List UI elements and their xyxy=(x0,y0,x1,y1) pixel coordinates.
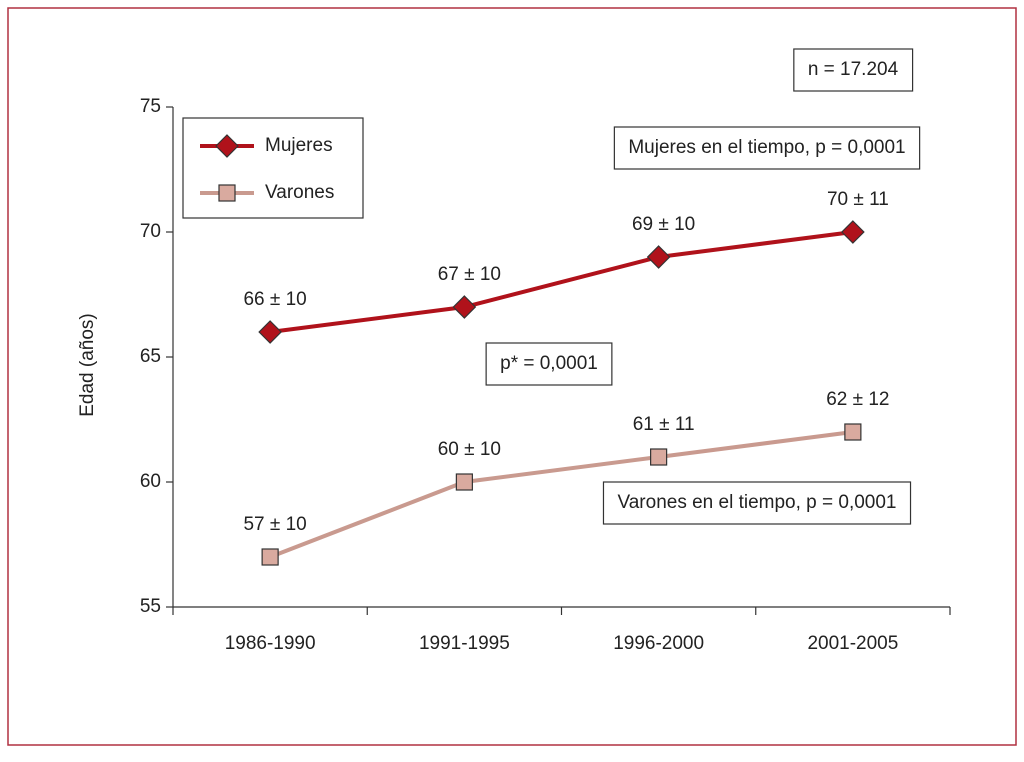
point xyxy=(650,448,668,466)
point xyxy=(258,320,282,344)
annotation-box xyxy=(602,481,912,525)
y-tick-label: 60 xyxy=(140,471,161,492)
point xyxy=(261,548,279,566)
value-label: 61 ± 11 xyxy=(633,414,695,435)
legend-label: Varones xyxy=(265,182,334,203)
x-tick-label: 2001-2005 xyxy=(807,633,898,654)
value-label: 60 ± 10 xyxy=(438,439,501,460)
legend-label: Mujeres xyxy=(265,135,333,156)
value-label: 70 ± 11 xyxy=(827,189,889,210)
y-tick-label: 65 xyxy=(140,346,161,367)
annotation: n = 17.204 xyxy=(808,59,899,80)
point xyxy=(452,295,477,319)
value-label: 57 ± 10 xyxy=(243,514,306,535)
point xyxy=(646,245,671,269)
legend-marker xyxy=(215,134,239,158)
frame xyxy=(7,7,1017,746)
point xyxy=(844,423,862,441)
point xyxy=(841,220,865,244)
value-label: 69 ± 10 xyxy=(632,214,695,235)
x-tick-label: 1986-1990 xyxy=(225,633,316,654)
x-tick-label: 1991-1995 xyxy=(419,633,510,654)
y-tick-label: 75 xyxy=(140,96,161,117)
y-axis-label: Edad (años) xyxy=(77,313,98,417)
value-label: 67 ± 10 xyxy=(438,264,501,285)
annotation-box xyxy=(485,342,613,386)
legend xyxy=(182,117,364,219)
legend-marker xyxy=(218,184,236,202)
value-label: 66 ± 10 xyxy=(243,289,306,310)
x-tick-label: 1996-2000 xyxy=(613,633,704,654)
series-line xyxy=(269,430,854,559)
value-label: 62 ± 12 xyxy=(826,389,889,410)
y-tick-label: 70 xyxy=(140,221,161,242)
point xyxy=(455,473,473,491)
annotation: Varones en el tiempo, p = 0,0001 xyxy=(617,492,896,513)
annotation-box xyxy=(613,126,921,170)
annotation: p* = 0,0001 xyxy=(500,353,598,374)
annotation-box xyxy=(793,48,914,92)
annotation: Mujeres en el tiempo, p = 0,0001 xyxy=(628,137,905,158)
series-line xyxy=(269,230,854,334)
y-tick-label: 55 xyxy=(140,596,161,617)
